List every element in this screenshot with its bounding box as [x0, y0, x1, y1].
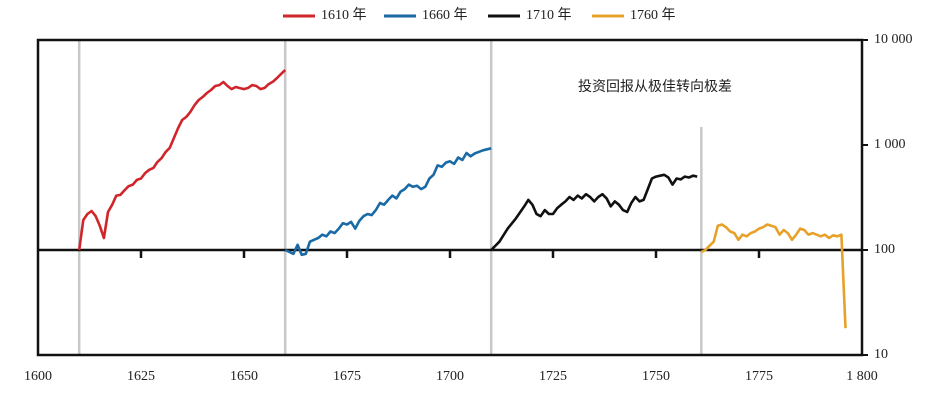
x-tick-label: 1775	[745, 369, 773, 384]
y-tick-label: 1 000	[874, 137, 906, 152]
y-tick-label: 100	[874, 242, 895, 257]
x-tick-label: 1650	[230, 369, 258, 384]
x-tick-label: 1 800	[846, 369, 878, 384]
legend-label: 1610 年	[321, 7, 367, 23]
plot-frame	[36, 38, 864, 357]
series-line	[284, 147, 492, 257]
legend-label: 1760 年	[630, 7, 676, 23]
x-tick-label: 1750	[642, 369, 670, 384]
series-line	[77, 69, 287, 251]
y-tick-label: 10	[874, 347, 888, 362]
x-tick-label: 1675	[333, 369, 361, 384]
x-tick-label: 1725	[539, 369, 567, 384]
x-tick-label: 1700	[436, 369, 464, 384]
y-tick-label: 10 000	[874, 32, 913, 47]
legend-label: 1660 年	[422, 7, 468, 23]
x-tick-label: 1600	[24, 369, 52, 384]
x-tick-label: 1625	[127, 369, 155, 384]
series-line	[490, 173, 698, 251]
series-line	[700, 223, 847, 329]
legend-label: 1710 年	[526, 7, 572, 23]
annotation: 投资回报从极佳转向极差	[578, 79, 732, 95]
